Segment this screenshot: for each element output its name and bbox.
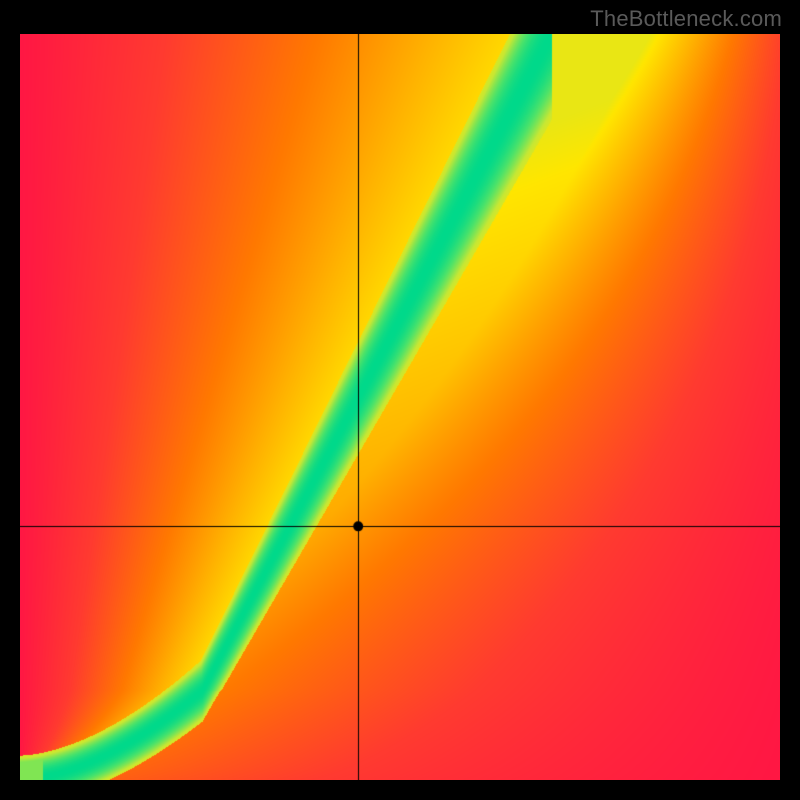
- watermark-text: TheBottleneck.com: [590, 6, 782, 32]
- chart-container: TheBottleneck.com: [0, 0, 800, 800]
- heatmap-canvas: [20, 34, 780, 780]
